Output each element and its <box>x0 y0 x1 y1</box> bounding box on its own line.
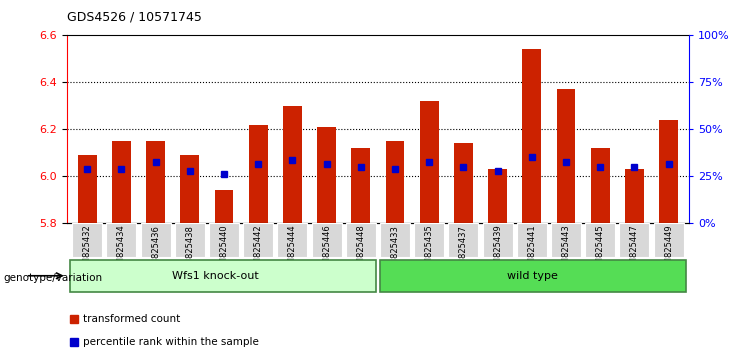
Text: GSM825444: GSM825444 <box>288 225 297 275</box>
Text: genotype/variation: genotype/variation <box>4 273 103 283</box>
Text: GSM825440: GSM825440 <box>219 225 228 275</box>
Bar <box>317 127 336 223</box>
Text: GSM825441: GSM825441 <box>528 225 536 275</box>
FancyBboxPatch shape <box>72 223 102 257</box>
FancyBboxPatch shape <box>654 223 684 257</box>
Text: GSM825448: GSM825448 <box>356 225 365 275</box>
Text: GSM825437: GSM825437 <box>459 225 468 275</box>
FancyBboxPatch shape <box>141 223 170 257</box>
FancyBboxPatch shape <box>619 223 649 257</box>
Bar <box>454 143 473 223</box>
Bar <box>625 169 644 223</box>
Text: GSM825447: GSM825447 <box>630 225 639 275</box>
Bar <box>659 120 678 223</box>
FancyBboxPatch shape <box>551 223 581 257</box>
Bar <box>385 141 405 223</box>
Text: GSM825439: GSM825439 <box>493 225 502 275</box>
FancyBboxPatch shape <box>243 223 273 257</box>
Text: GSM825436: GSM825436 <box>151 225 160 275</box>
Text: transformed count: transformed count <box>84 314 181 324</box>
FancyBboxPatch shape <box>346 223 376 257</box>
Text: GSM825433: GSM825433 <box>391 225 399 275</box>
Bar <box>78 155 96 223</box>
FancyBboxPatch shape <box>448 223 479 257</box>
Text: GSM825435: GSM825435 <box>425 225 433 275</box>
FancyBboxPatch shape <box>311 223 342 257</box>
FancyBboxPatch shape <box>277 223 308 257</box>
FancyBboxPatch shape <box>70 260 376 292</box>
Bar <box>112 141 131 223</box>
Text: GSM825434: GSM825434 <box>117 225 126 275</box>
Text: wild type: wild type <box>508 271 558 281</box>
FancyBboxPatch shape <box>482 223 513 257</box>
Bar <box>420 101 439 223</box>
Bar <box>556 89 576 223</box>
FancyBboxPatch shape <box>414 223 445 257</box>
FancyBboxPatch shape <box>585 223 615 257</box>
Text: GDS4526 / 10571745: GDS4526 / 10571745 <box>67 11 202 24</box>
FancyBboxPatch shape <box>209 223 239 257</box>
Text: GSM825438: GSM825438 <box>185 225 194 275</box>
Bar <box>283 106 302 223</box>
Text: GSM825443: GSM825443 <box>562 225 571 275</box>
Text: GSM825432: GSM825432 <box>83 225 92 275</box>
Text: GSM825449: GSM825449 <box>664 225 673 275</box>
Bar <box>488 169 507 223</box>
Bar <box>215 190 233 223</box>
Bar <box>249 125 268 223</box>
Bar <box>522 50 541 223</box>
FancyBboxPatch shape <box>380 223 410 257</box>
FancyBboxPatch shape <box>516 223 547 257</box>
Bar <box>146 141 165 223</box>
Text: GSM825446: GSM825446 <box>322 225 331 275</box>
Text: percentile rank within the sample: percentile rank within the sample <box>84 337 259 347</box>
FancyBboxPatch shape <box>107 223 136 257</box>
FancyBboxPatch shape <box>175 223 205 257</box>
Bar <box>351 148 370 223</box>
Bar <box>180 155 199 223</box>
Text: GSM825442: GSM825442 <box>253 225 263 275</box>
Bar <box>591 148 610 223</box>
FancyBboxPatch shape <box>379 260 685 292</box>
Text: GSM825445: GSM825445 <box>596 225 605 275</box>
Text: Wfs1 knock-out: Wfs1 knock-out <box>172 271 259 281</box>
